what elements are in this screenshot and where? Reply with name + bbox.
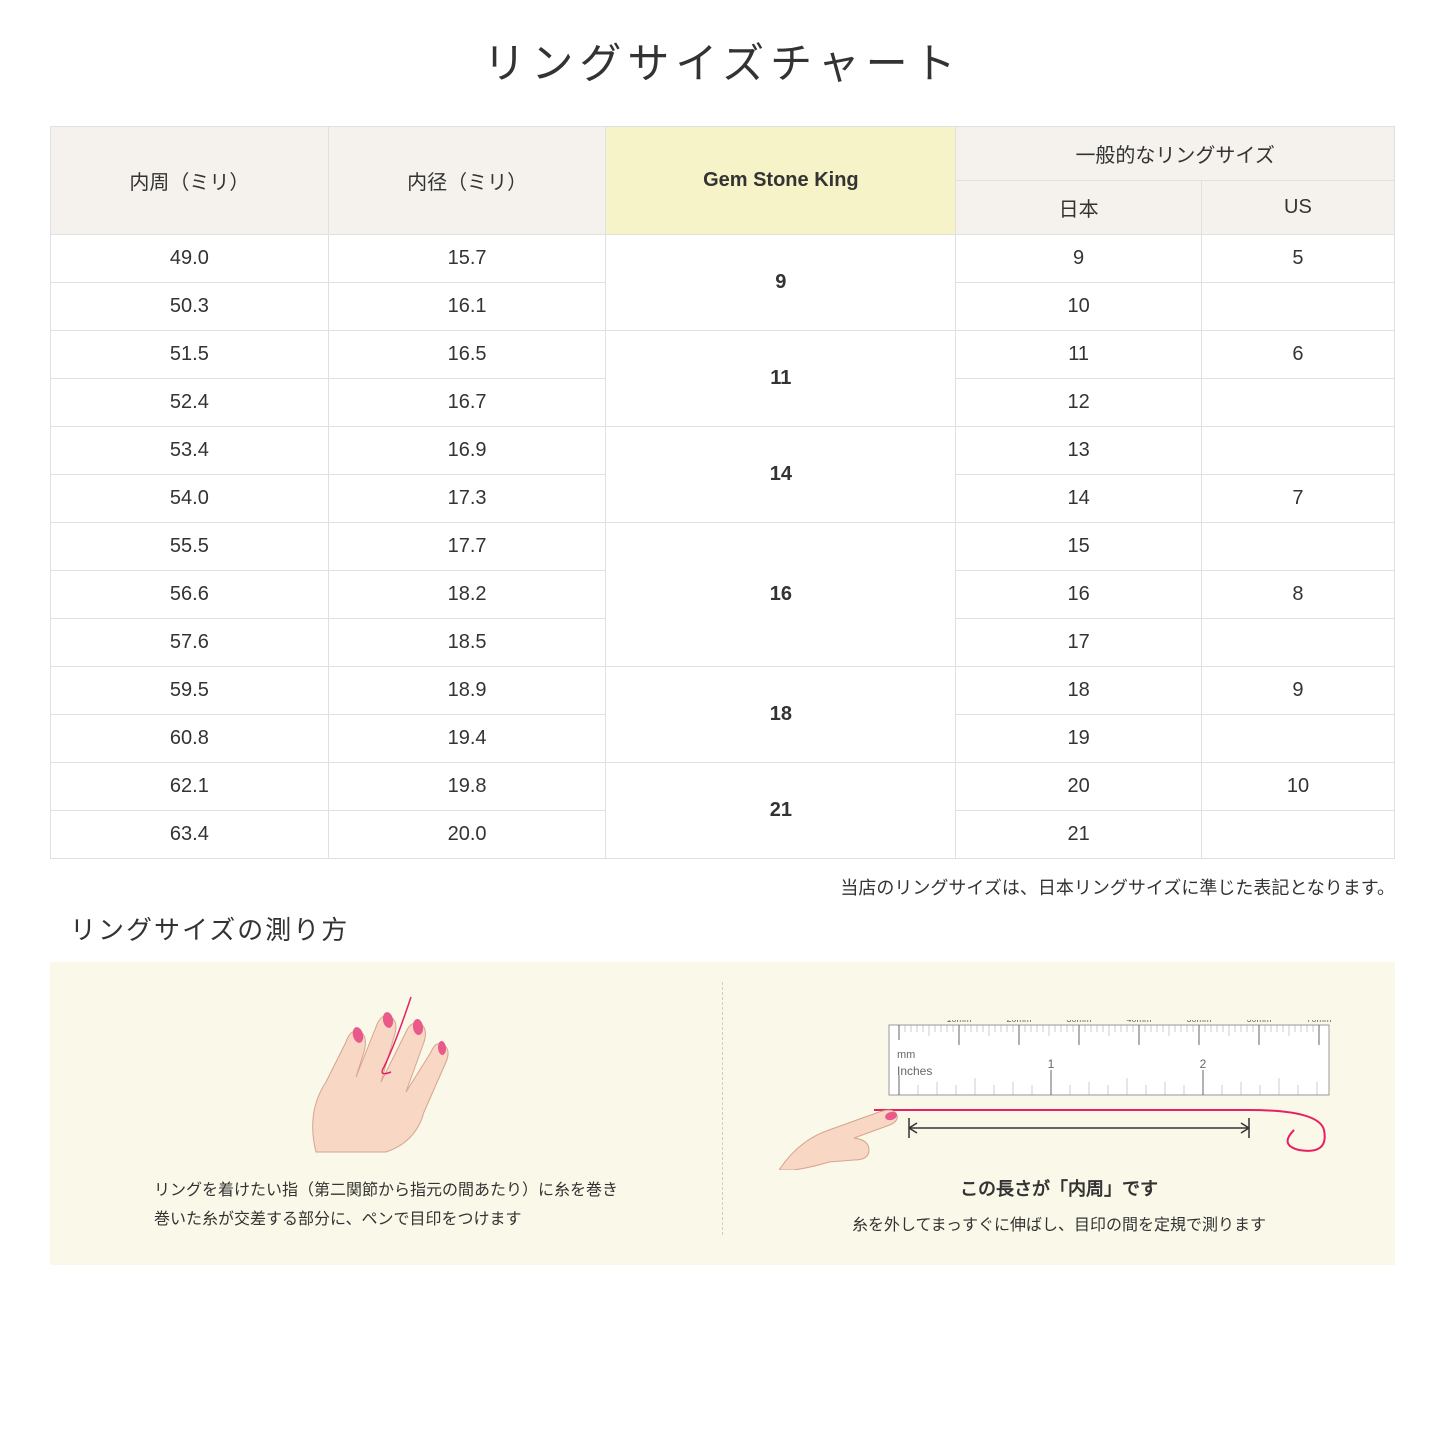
cell-dia: 20.0 [328, 811, 606, 859]
measure-label: この長さが「内周」です [960, 1175, 1158, 1201]
cell-dia: 16.9 [328, 427, 606, 475]
guide-step-1: リングを着けたい指（第二関節から指元の間あたり）に糸を巻き 巻いた糸が交差する部… [80, 982, 692, 1235]
cell-us [1201, 619, 1394, 667]
svg-text:Inches: Inches [897, 1064, 932, 1078]
header-circumference: 内周（ミリ） [51, 127, 329, 235]
cell-dia: 15.7 [328, 235, 606, 283]
cell-jp: 18 [956, 667, 1202, 715]
svg-text:2: 2 [1200, 1057, 1207, 1071]
cell-jp: 13 [956, 427, 1202, 475]
cell-dia: 16.5 [328, 331, 606, 379]
guide-title: リングサイズの測り方 [70, 910, 1395, 947]
cell-gsk: 21 [606, 763, 956, 859]
ruler-measure-icon: mm 10mm 20mm 30mm 40mm 50mm 60mm 70mm In… [779, 1020, 1339, 1170]
cell-circ: 62.1 [51, 763, 329, 811]
svg-text:10mm: 10mm [946, 1020, 971, 1024]
cell-us [1201, 715, 1394, 763]
cell-circ: 49.0 [51, 235, 329, 283]
cell-gsk: 11 [606, 331, 956, 427]
svg-text:70mm: 70mm [1306, 1020, 1331, 1024]
cell-circ: 56.6 [51, 571, 329, 619]
cell-us [1201, 523, 1394, 571]
cell-dia: 18.5 [328, 619, 606, 667]
header-diameter: 内径（ミリ） [328, 127, 606, 235]
svg-text:1: 1 [1048, 1057, 1055, 1071]
svg-text:60mm: 60mm [1246, 1020, 1271, 1024]
cell-jp: 16 [956, 571, 1202, 619]
cell-us [1201, 811, 1394, 859]
cell-circ: 57.6 [51, 619, 329, 667]
table-row: 55.517.71615 [51, 523, 1395, 571]
table-row: 51.516.511116 [51, 331, 1395, 379]
svg-text:50mm: 50mm [1186, 1020, 1211, 1024]
cell-us [1201, 379, 1394, 427]
header-japan: 日本 [956, 181, 1202, 235]
guide-step-2: mm 10mm 20mm 30mm 40mm 50mm 60mm 70mm In… [753, 982, 1365, 1235]
cell-gsk: 16 [606, 523, 956, 667]
cell-dia: 18.9 [328, 667, 606, 715]
measurement-guide: リングを着けたい指（第二関節から指元の間あたり）に糸を巻き 巻いた糸が交差する部… [50, 962, 1395, 1265]
cell-jp: 19 [956, 715, 1202, 763]
cell-us: 7 [1201, 475, 1394, 523]
cell-circ: 50.3 [51, 283, 329, 331]
cell-gsk: 18 [606, 667, 956, 763]
table-row: 53.416.91413 [51, 427, 1395, 475]
table-row: 59.518.918189 [51, 667, 1395, 715]
cell-dia: 16.1 [328, 283, 606, 331]
hand-wrap-icon [256, 982, 516, 1162]
cell-jp: 20 [956, 763, 1202, 811]
size-chart-table: 内周（ミリ） 内径（ミリ） Gem Stone King 一般的なリングサイズ … [50, 126, 1395, 859]
cell-jp: 10 [956, 283, 1202, 331]
header-general: 一般的なリングサイズ [956, 127, 1395, 181]
cell-dia: 17.3 [328, 475, 606, 523]
svg-text:mm: mm [897, 1049, 915, 1061]
table-row: 49.015.7995 [51, 235, 1395, 283]
cell-circ: 51.5 [51, 331, 329, 379]
cell-dia: 17.7 [328, 523, 606, 571]
cell-circ: 52.4 [51, 379, 329, 427]
header-gsk: Gem Stone King [606, 127, 956, 235]
cell-us [1201, 427, 1394, 475]
table-note: 当店のリングサイズは、日本リングサイズに準じた表記となります。 [50, 874, 1395, 900]
cell-jp: 14 [956, 475, 1202, 523]
cell-dia: 19.8 [328, 763, 606, 811]
cell-gsk: 14 [606, 427, 956, 523]
guide-step-2-text: 糸を外してまっすぐに伸ばし、目印の間を定規で測ります [852, 1211, 1266, 1235]
cell-jp: 11 [956, 331, 1202, 379]
cell-circ: 60.8 [51, 715, 329, 763]
cell-jp: 12 [956, 379, 1202, 427]
page-title: リングサイズチャート [50, 30, 1395, 91]
cell-us: 6 [1201, 331, 1394, 379]
cell-dia: 19.4 [328, 715, 606, 763]
svg-text:20mm: 20mm [1006, 1020, 1031, 1024]
cell-us: 10 [1201, 763, 1394, 811]
cell-jp: 21 [956, 811, 1202, 859]
cell-circ: 54.0 [51, 475, 329, 523]
cell-us [1201, 283, 1394, 331]
header-us: US [1201, 181, 1394, 235]
cell-jp: 9 [956, 235, 1202, 283]
cell-dia: 18.2 [328, 571, 606, 619]
cell-dia: 16.7 [328, 379, 606, 427]
cell-circ: 63.4 [51, 811, 329, 859]
guide-step-1-text: リングを着けたい指（第二関節から指元の間あたり）に糸を巻き 巻いた糸が交差する部… [154, 1177, 618, 1235]
cell-us: 8 [1201, 571, 1394, 619]
cell-circ: 55.5 [51, 523, 329, 571]
cell-gsk: 9 [606, 235, 956, 331]
table-row: 62.119.8212010 [51, 763, 1395, 811]
cell-circ: 59.5 [51, 667, 329, 715]
cell-jp: 15 [956, 523, 1202, 571]
cell-us: 9 [1201, 667, 1394, 715]
cell-us: 5 [1201, 235, 1394, 283]
guide-divider [722, 982, 723, 1235]
svg-text:30mm: 30mm [1066, 1020, 1091, 1024]
svg-text:40mm: 40mm [1126, 1020, 1151, 1024]
cell-jp: 17 [956, 619, 1202, 667]
cell-circ: 53.4 [51, 427, 329, 475]
